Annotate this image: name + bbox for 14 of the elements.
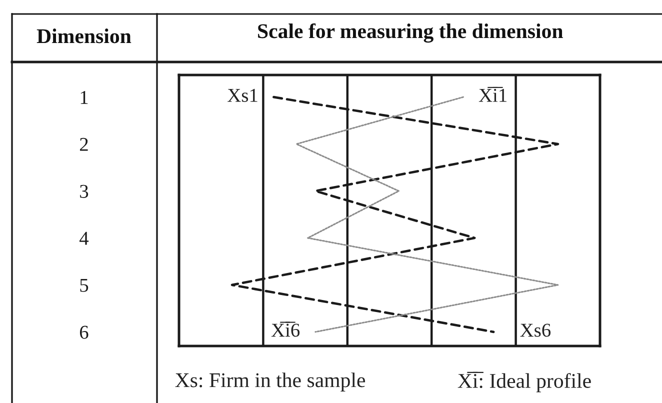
annotation: Xs1 — [228, 88, 258, 102]
y-tick-label: 1 — [80, 90, 88, 104]
y-tick-label: 6 — [80, 326, 88, 339]
text: X̅i̅: Ideal profile — [458, 372, 591, 392]
y-tick-label: 4 — [80, 232, 89, 245]
text: Xs: Firm in the sample — [175, 372, 366, 392]
x-axis-title: Scale for measuring the dimension — [258, 23, 563, 43]
y-tick-label: 2 — [80, 138, 88, 151]
annotation: X̅i̅1 — [478, 86, 506, 102]
y-axis-title: Dimension — [36, 28, 132, 44]
annotation: X̅i̅6 — [271, 322, 300, 337]
annotation: Xs6 — [520, 324, 551, 337]
y-tick-label: 5 — [80, 278, 88, 292]
y-tick-label: 3 — [80, 184, 88, 198]
